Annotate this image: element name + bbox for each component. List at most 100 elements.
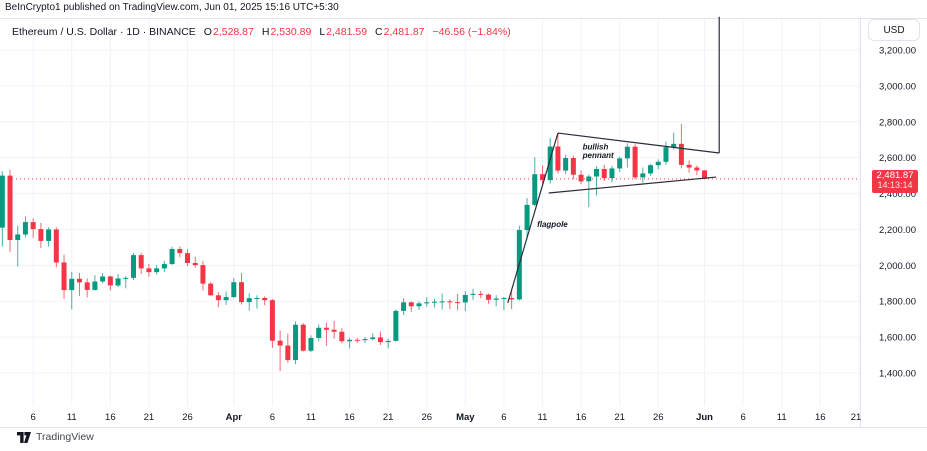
y-axis-label: 2,200.00 (879, 225, 916, 236)
y-axis-label: 2,800.00 (879, 117, 916, 128)
last-price-label: 2,481.87 14:13:14 (872, 170, 918, 193)
candle-body (146, 268, 152, 273)
candle-body (138, 255, 144, 269)
candle-body (84, 282, 90, 290)
candle-body (416, 303, 422, 307)
candle-body (493, 298, 499, 300)
y-axis-label: 1,800.00 (879, 297, 916, 308)
candle-body (53, 229, 59, 263)
x-axis-label: 21 (614, 412, 625, 423)
x-axis-label: 16 (576, 412, 587, 423)
candle-body (509, 297, 515, 300)
tradingview-logo-icon (17, 431, 31, 443)
candle-body (470, 293, 476, 295)
candle-body (455, 302, 461, 304)
candle-body (38, 229, 44, 241)
candle-body (61, 262, 67, 291)
candle-body (617, 158, 623, 169)
y-axis-label: 3,000.00 (879, 81, 916, 92)
candle-body (285, 345, 291, 361)
y-axis-label: 2,600.00 (879, 153, 916, 164)
x-axis-label: 21 (851, 412, 862, 423)
x-axis-label: 6 (270, 412, 275, 423)
candle-body (185, 253, 191, 263)
x-axis-label: May (456, 412, 475, 423)
candle-body (655, 161, 661, 166)
ohlc-high: H 2,530.89 (262, 26, 311, 38)
candle-body (223, 297, 229, 301)
candle-body (69, 278, 75, 291)
candle-body (570, 158, 576, 175)
currency-toggle-button[interactable]: USD (868, 19, 920, 41)
tradingview-attribution-link[interactable]: TradingView (17, 431, 94, 443)
candle-body (424, 302, 430, 304)
candle-body (7, 175, 13, 241)
y-axis-label: 2,000.00 (879, 261, 916, 272)
candle-body (215, 295, 221, 301)
candle-body (632, 146, 638, 178)
x-axis-label: 6 (31, 412, 36, 423)
candle-body (192, 262, 198, 266)
candle-body (702, 170, 708, 179)
x-axis-label: 11 (67, 412, 77, 423)
candle-body (578, 174, 584, 182)
candle-body (154, 268, 160, 273)
flagpole-annotation-label: flagpole (537, 220, 568, 229)
candle-body (478, 293, 484, 295)
low-value: 2,481.59 (326, 26, 368, 38)
candle-body (208, 283, 214, 296)
high-label: H (261, 26, 270, 38)
candle-body (300, 324, 306, 351)
candle-body (169, 248, 175, 265)
x-axis-label: 21 (383, 412, 394, 423)
close-label: C (375, 26, 383, 38)
flagpole-line[interactable] (507, 132, 559, 304)
candle-body (447, 301, 453, 303)
candle-body (393, 310, 399, 341)
candle-body (532, 174, 538, 205)
candle-body (539, 174, 545, 181)
pennant-upper-line[interactable] (557, 132, 720, 154)
x-axis-label: 16 (105, 412, 116, 423)
price-axis[interactable] (861, 18, 927, 407)
candle-body (624, 146, 630, 159)
candle-body (123, 277, 129, 279)
candle-body (431, 301, 437, 303)
candle-body (354, 339, 360, 341)
candle-body (269, 300, 275, 341)
candle-body (563, 158, 569, 171)
candle-body (678, 143, 684, 165)
y-axis-label: 2,400.00 (879, 189, 916, 200)
candle-body (15, 234, 21, 241)
candle-body (231, 282, 237, 298)
candle-body (377, 337, 383, 343)
candle-body (30, 222, 36, 230)
open-label: O (203, 26, 212, 38)
pennant-annotation-label: bullish (583, 143, 609, 152)
candle-body (408, 302, 414, 307)
x-axis-label: 26 (653, 412, 664, 423)
time-axis[interactable] (0, 407, 860, 426)
candle-body (439, 301, 445, 303)
candle-body (648, 165, 654, 174)
candle-body (671, 143, 677, 148)
x-axis-label: 11 (538, 412, 548, 423)
candle-body (115, 278, 121, 286)
candle-body (100, 276, 106, 282)
y-axis-label: 1,400.00 (879, 368, 916, 379)
candle-body (362, 339, 368, 341)
pennant-lower-line[interactable] (548, 176, 717, 194)
candle-body (601, 168, 607, 179)
candle-body (485, 294, 491, 300)
candle-body (501, 297, 507, 299)
y-axis-label: 1,600.00 (879, 333, 916, 344)
candle-body (370, 337, 376, 340)
change-value: −46.56 (−1.84%) (432, 26, 511, 38)
x-axis-label: 6 (740, 412, 745, 423)
candle-body (76, 278, 82, 283)
candle-body (694, 167, 700, 171)
candle-body (331, 329, 337, 332)
low-label: L (319, 26, 326, 38)
